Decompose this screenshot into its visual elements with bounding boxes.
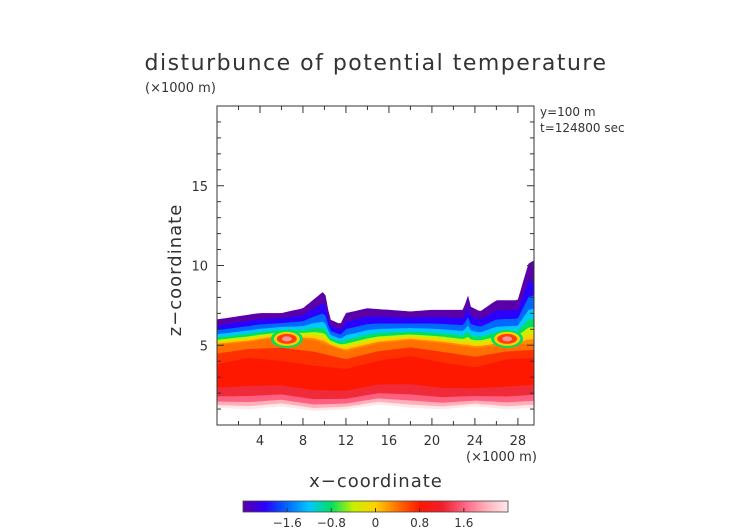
y-tick-label: 15 xyxy=(191,180,208,195)
colorbar-ticks: −1.6 −0.8 0 0.8 1.6 xyxy=(273,508,473,530)
colorbar-tick-label: −1.6 xyxy=(273,516,302,530)
x-tick-label: 4 xyxy=(256,434,264,449)
annotation-y: y=100 m xyxy=(540,105,596,119)
colorbar-tick-label: −0.8 xyxy=(317,516,346,530)
x-axis-label: x−coordinate xyxy=(309,471,443,492)
x-tick-label: 28 xyxy=(510,434,527,449)
x-tick-label: 8 xyxy=(299,434,307,449)
top-unit-label: (×1000 m) xyxy=(145,81,216,96)
x-tick-label: 20 xyxy=(424,434,441,449)
field-band-hot-4 xyxy=(217,401,534,411)
colorbar-tick-label: 0.8 xyxy=(410,516,429,530)
x-tick-label: 24 xyxy=(467,434,484,449)
axis-ticks: 4 8 12 16 20 24 28 5 10 15 xyxy=(191,106,534,449)
y-tick-label: 5 xyxy=(200,339,208,354)
temperature-field xyxy=(217,260,534,411)
annotation-t: t=124800 sec xyxy=(540,121,625,135)
x-tick-label: 16 xyxy=(381,434,398,449)
y-tick-label: 10 xyxy=(191,260,208,275)
x-tick-label: 12 xyxy=(338,434,355,449)
warm-core-1-ring-3 xyxy=(502,336,513,342)
colorbar-tick-label: 1.6 xyxy=(454,516,473,530)
chart-title: disturbunce of potential temperature xyxy=(145,51,608,76)
warm-core-0-ring-3 xyxy=(281,336,292,342)
colorbar-tick-label: 0 xyxy=(372,516,380,530)
y-axis-label: z−coordinate xyxy=(165,204,186,337)
x-unit-label: (×1000 m) xyxy=(466,450,537,465)
